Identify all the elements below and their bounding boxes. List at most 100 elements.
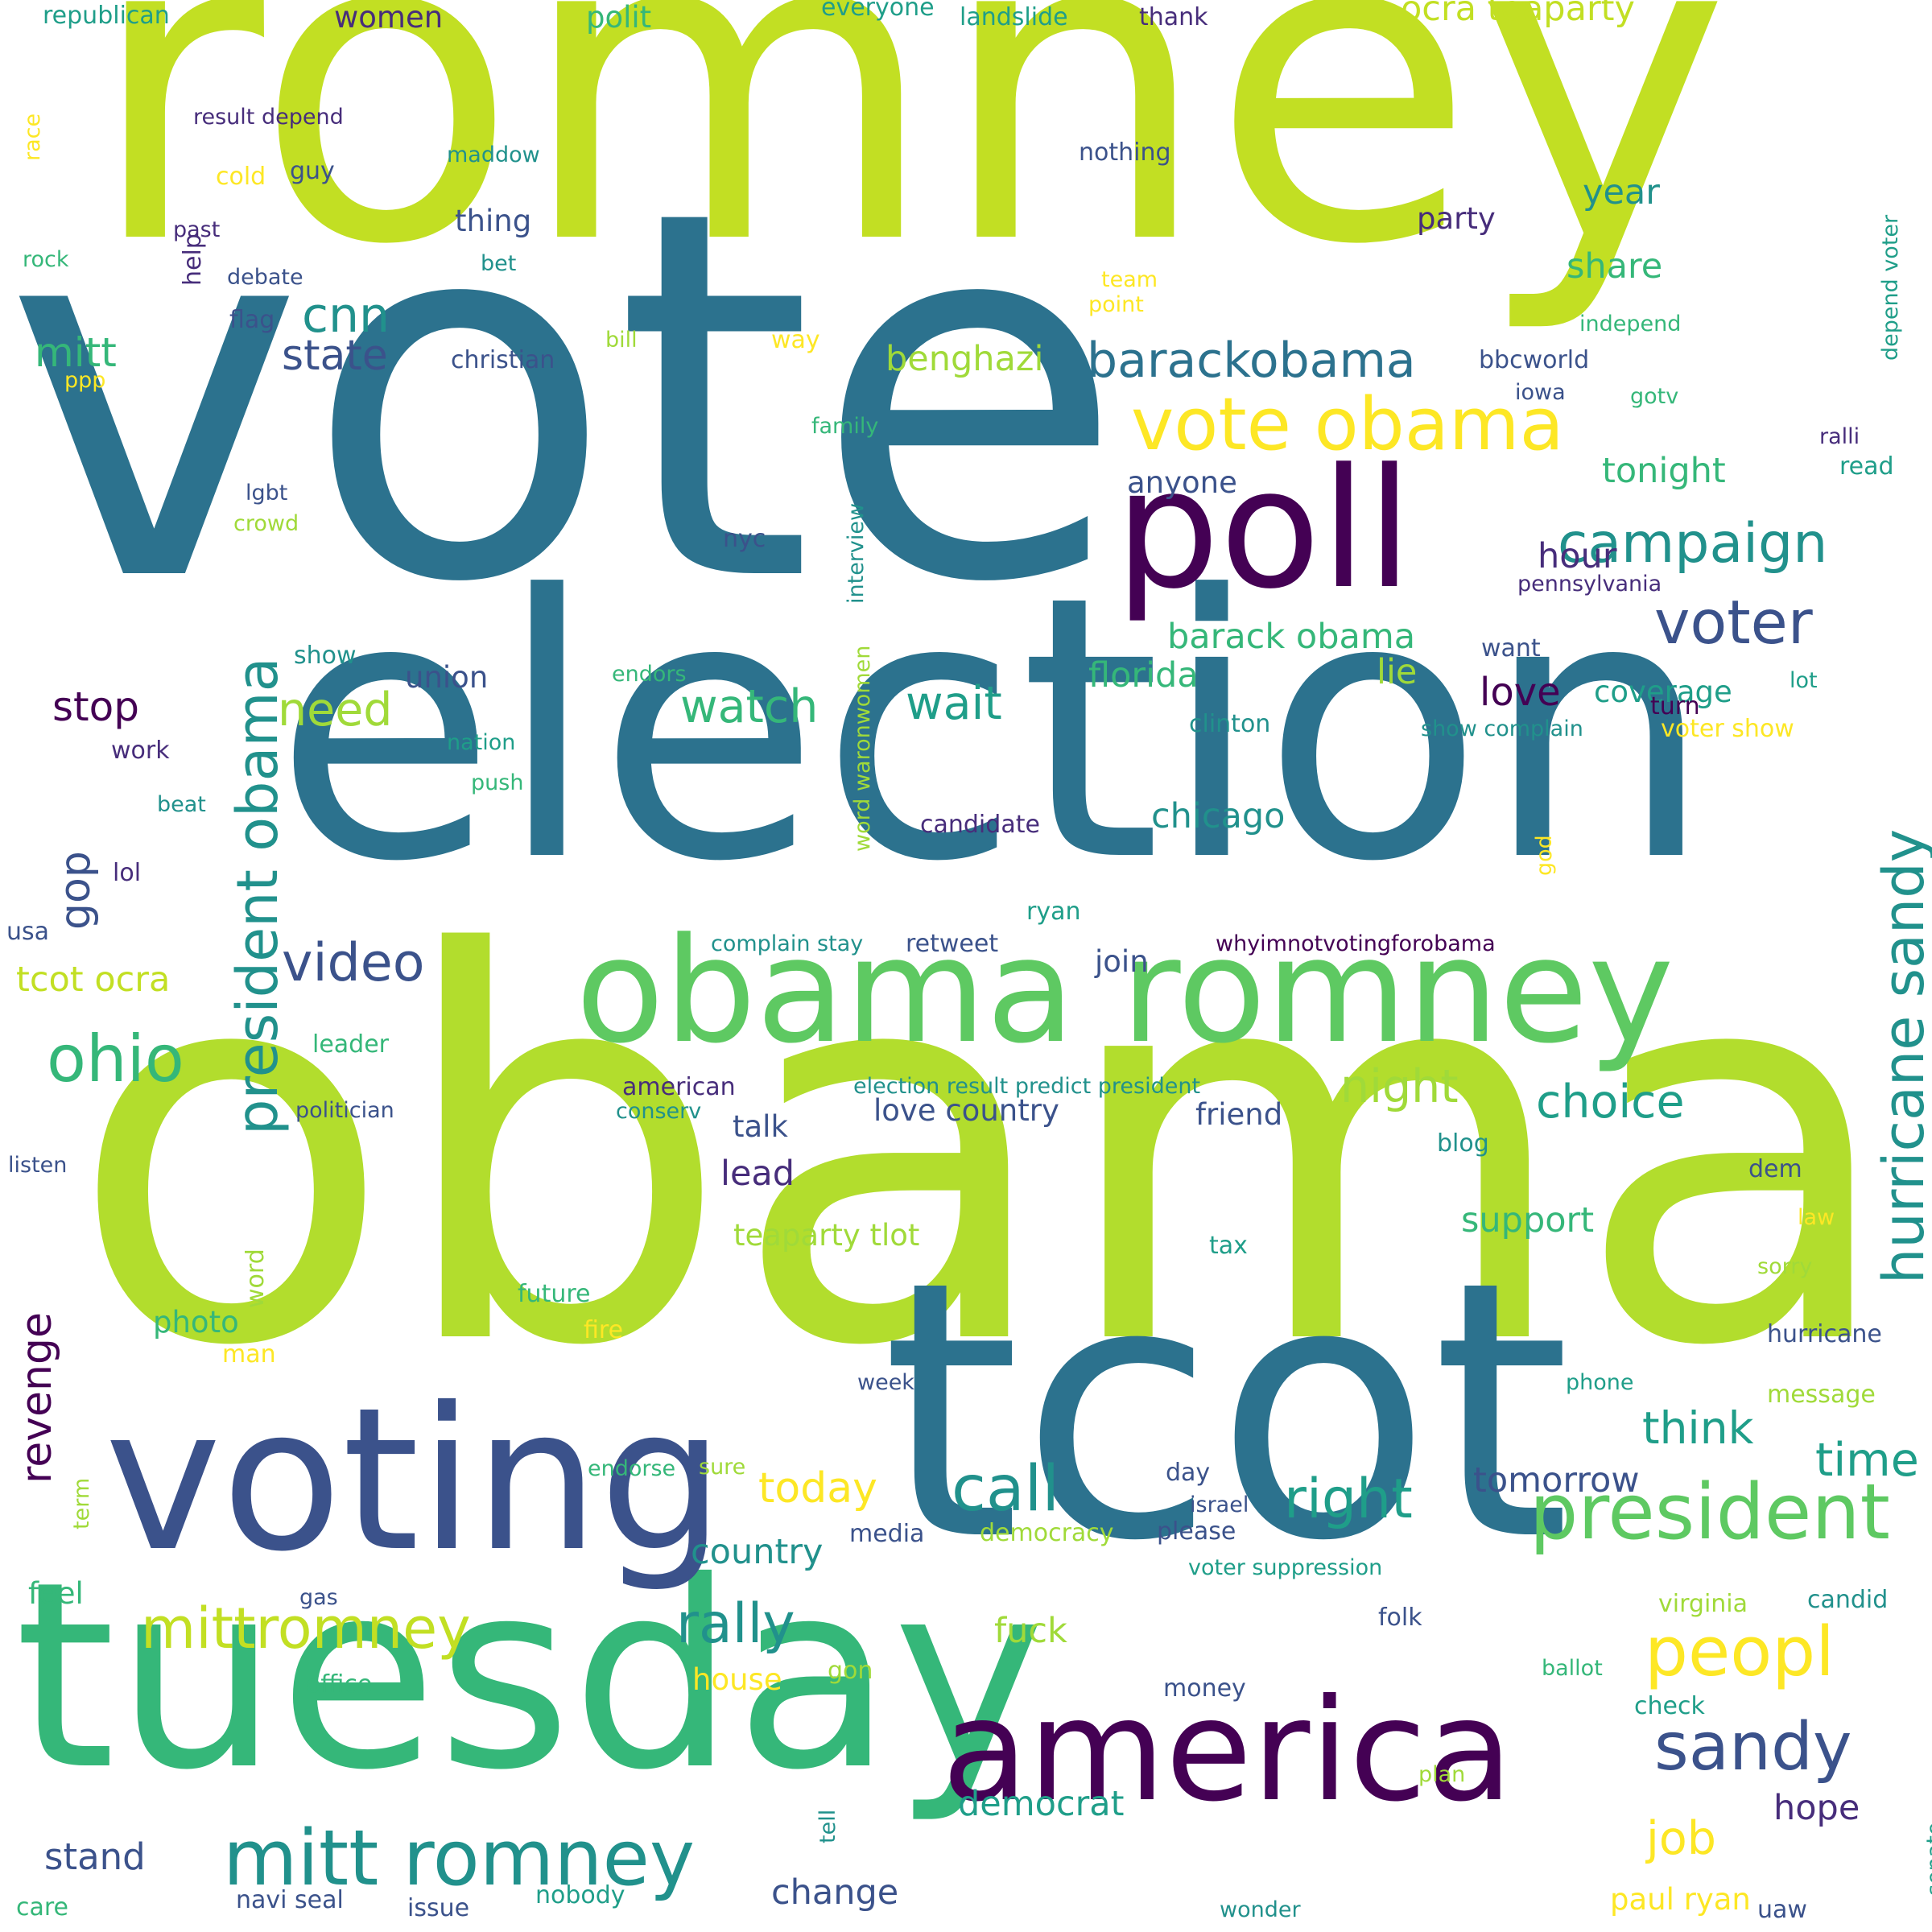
- cloud-word: union: [405, 660, 489, 695]
- cloud-word: lol: [113, 859, 142, 887]
- cloud-word: maddow: [447, 142, 540, 167]
- cloud-word: christian: [451, 346, 555, 374]
- cloud-word: friend: [1195, 1097, 1283, 1132]
- cloud-word: choice: [1536, 1075, 1685, 1129]
- cloud-word: beat: [157, 792, 206, 817]
- cloud-word: democrat: [958, 1784, 1125, 1824]
- cloud-word: guy: [290, 157, 335, 185]
- cloud-word: race: [20, 113, 45, 161]
- cloud-word: right: [1284, 1468, 1413, 1531]
- cloud-word: man: [222, 1340, 276, 1368]
- cloud-word: tcot: [881, 1206, 1571, 1618]
- cloud-word: usa: [6, 918, 50, 946]
- cloud-word: week: [857, 1370, 914, 1395]
- cloud-word: president: [1530, 1468, 1890, 1557]
- cloud-word: result depend: [193, 105, 344, 130]
- cloud-word: candid: [1807, 1586, 1889, 1614]
- cloud-word: past: [173, 217, 221, 242]
- cloud-word: hurricane sandy: [1871, 828, 1932, 1284]
- cloud-word: call: [952, 1453, 1060, 1525]
- cloud-word: word: [242, 1249, 270, 1308]
- cloud-word: join: [1095, 944, 1149, 979]
- cloud-word: endorse: [588, 1456, 676, 1481]
- cloud-word: politician: [295, 1098, 394, 1123]
- cloud-word: turn: [1650, 692, 1700, 720]
- cloud-word: check: [1634, 1692, 1705, 1720]
- cloud-word: plan: [1418, 1762, 1466, 1787]
- cloud-word: israel: [1190, 1492, 1249, 1517]
- cloud-word: family: [811, 414, 879, 439]
- cloud-word: coverage: [1594, 675, 1732, 709]
- cloud-word: job: [1646, 1812, 1716, 1865]
- cloud-word: rock: [23, 247, 69, 272]
- cloud-word: republican: [43, 2, 170, 30]
- cloud-word: hope: [1773, 1788, 1860, 1828]
- cloud-word: ohio: [47, 1022, 184, 1096]
- cloud-word: party: [1417, 201, 1496, 236]
- cloud-word: peopl: [1645, 1612, 1835, 1692]
- cloud-word: voting: [105, 1365, 724, 1595]
- cloud-word: way: [771, 326, 820, 354]
- cloud-word: lgbt: [246, 481, 288, 506]
- cloud-word: leader: [312, 1030, 390, 1059]
- cloud-word: video: [282, 933, 425, 993]
- cloud-word: bill: [605, 328, 638, 353]
- cloud-word: country: [691, 1532, 824, 1572]
- cloud-word: poll: [1115, 434, 1413, 625]
- cloud-word: gas: [299, 1585, 338, 1610]
- cloud-word: everyone: [821, 0, 935, 22]
- cloud-word: benghazi: [886, 339, 1044, 379]
- cloud-word: work: [111, 737, 170, 765]
- cloud-word: thing: [455, 204, 532, 238]
- cloud-word: message: [1767, 1381, 1876, 1409]
- cloud-word: tell: [815, 1809, 840, 1843]
- cloud-word: nyc: [723, 525, 766, 553]
- cloud-word: nobody: [535, 1881, 625, 1909]
- cloud-word: tomorrow: [1473, 1460, 1640, 1501]
- cloud-word: tonight: [1602, 451, 1726, 491]
- cloud-word: office: [306, 1670, 373, 1699]
- cloud-word: stop: [52, 683, 139, 730]
- cloud-word: folk: [1378, 1604, 1422, 1632]
- cloud-word: show: [294, 642, 357, 670]
- cloud-word: landslide: [960, 3, 1068, 31]
- cloud-word: voter suppression: [1188, 1555, 1383, 1580]
- cloud-word: lead: [720, 1154, 795, 1194]
- cloud-word: rally: [676, 1592, 795, 1656]
- cloud-word: feel: [28, 1576, 84, 1611]
- cloud-word: polit: [586, 0, 652, 35]
- cloud-word: push: [471, 770, 524, 795]
- cloud-word: american: [622, 1073, 736, 1101]
- cloud-word: year: [1583, 172, 1660, 213]
- cloud-word: sandy: [1654, 1709, 1852, 1785]
- cloud-word: team: [1101, 267, 1158, 292]
- cloud-word: need: [278, 683, 393, 737]
- cloud-word: love country: [873, 1093, 1059, 1128]
- cloud-word: listen: [8, 1153, 68, 1178]
- cloud-word: retweet: [906, 930, 999, 958]
- cloud-word: barackobama: [1087, 332, 1416, 389]
- cloud-word: ppp: [64, 368, 106, 393]
- cloud-word: thank: [1139, 3, 1208, 31]
- cloud-word: debate: [227, 265, 303, 290]
- cloud-word: virginia: [1658, 1590, 1748, 1618]
- cloud-word: mitt: [35, 329, 117, 376]
- cloud-word: show complain: [1421, 716, 1583, 741]
- cloud-word: phone: [1566, 1370, 1634, 1395]
- cloud-word: support: [1461, 1200, 1595, 1241]
- cloud-word: ballot: [1542, 1656, 1603, 1681]
- cloud-word: barack obama: [1167, 617, 1416, 657]
- cloud-word: lot: [1790, 668, 1818, 693]
- cloud-word: term: [69, 1477, 94, 1530]
- cloud-word: iowa: [1515, 380, 1566, 405]
- cloud-word: want: [1481, 634, 1541, 663]
- cloud-word: future: [518, 1280, 591, 1308]
- cloud-word: tuesday: [14, 1527, 1046, 1827]
- cloud-word: sorry: [1757, 1254, 1813, 1279]
- cloud-word: hurricane: [1767, 1320, 1882, 1348]
- cloud-word: blog: [1437, 1129, 1489, 1158]
- cloud-word: complain stay: [711, 931, 864, 956]
- cloud-word: nation: [447, 730, 516, 755]
- cloud-word: love: [1480, 670, 1561, 715]
- cloud-word: democracy: [980, 1519, 1114, 1547]
